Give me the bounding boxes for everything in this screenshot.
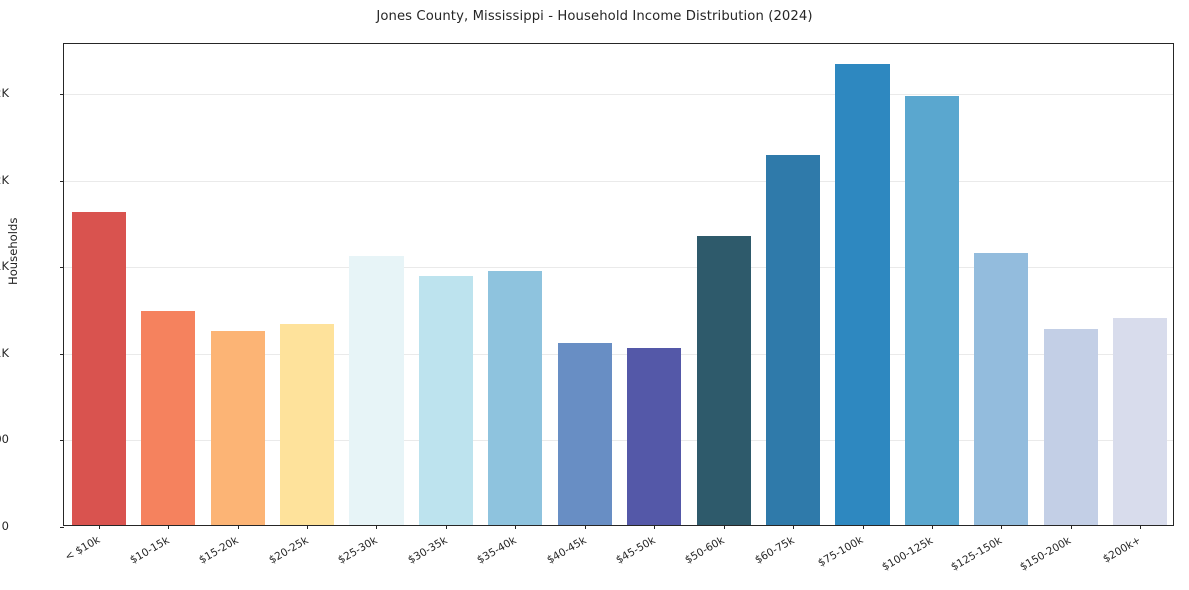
x-tick-mark (1140, 525, 1142, 529)
x-tick-label: $45-50k (613, 533, 658, 566)
x-tick-label: $100-125k (879, 534, 935, 573)
y-tick-label: 1K (0, 345, 9, 360)
x-tick-label: $200k+ (1100, 534, 1143, 566)
x-tick-mark (237, 525, 239, 529)
bar[interactable] (696, 236, 751, 525)
plot-inner (64, 44, 1173, 525)
y-tick-label: 2K (0, 86, 9, 101)
bar[interactable] (279, 323, 335, 525)
x-tick-label: $40-45k (544, 533, 589, 566)
gridline (64, 267, 1173, 269)
gridline (64, 440, 1173, 442)
gridline (64, 180, 1173, 182)
x-tick-mark (723, 525, 725, 529)
x-tick-label: $125-150k (949, 534, 1005, 573)
bar[interactable] (766, 154, 821, 525)
x-tick-mark (168, 525, 170, 529)
x-tick-label: < $10k (62, 533, 102, 564)
x-tick-label: $75-100k (816, 534, 866, 570)
y-tick-mark (60, 267, 64, 269)
y-tick-label: 0 (1, 519, 9, 533)
y-tick-mark (60, 94, 64, 96)
gridline (64, 353, 1173, 355)
x-tick-mark (98, 525, 100, 529)
y-tick-mark (60, 440, 64, 442)
bar[interactable] (557, 342, 612, 525)
chart-title: Jones County, Mississippi - Household In… (376, 9, 813, 24)
y-tick-mark (60, 353, 64, 355)
x-tick-mark (1070, 525, 1072, 529)
x-tick-mark (1001, 525, 1003, 529)
bar[interactable] (71, 212, 126, 525)
x-tick-mark (584, 525, 586, 529)
x-tick-label: $20-25k (266, 533, 311, 566)
bar[interactable] (835, 64, 890, 525)
x-tick-label: $25-30k (336, 533, 380, 566)
bar[interactable] (488, 271, 543, 525)
bar[interactable] (974, 253, 1029, 525)
y-tick-label: 1K (0, 259, 9, 274)
x-tick-label: $60-75k (752, 533, 797, 566)
x-tick-mark (793, 525, 795, 529)
gridline (64, 94, 1173, 96)
x-tick-label: $35-40k (475, 533, 519, 566)
bar[interactable] (904, 96, 960, 525)
y-tick-mark (60, 180, 64, 182)
x-tick-mark (376, 525, 378, 529)
x-tick-label: $15-20k (197, 533, 241, 566)
x-tick-label: $30-35k (405, 533, 450, 566)
x-tick-mark (654, 525, 656, 529)
bar[interactable] (418, 276, 473, 525)
x-tick-label: $10-15k (127, 533, 172, 566)
y-tick-mark (60, 527, 64, 528)
bar[interactable] (141, 310, 196, 525)
bar[interactable] (1113, 317, 1168, 525)
y-tick-label: 500 (0, 432, 9, 447)
bar[interactable] (627, 347, 682, 525)
x-tick-label: $150-200k (1018, 534, 1074, 573)
x-tick-mark (307, 525, 309, 529)
bar[interactable] (1043, 328, 1098, 525)
x-tick-mark (445, 525, 447, 529)
bar[interactable] (349, 256, 404, 525)
y-tick-label: 2K (0, 172, 9, 187)
x-tick-mark (931, 525, 933, 529)
plot-area (60, 43, 1174, 529)
bar[interactable] (210, 330, 265, 525)
x-tick-label: $50-60k (683, 533, 727, 566)
y-axis-label: Households (6, 217, 20, 285)
x-tick-mark (515, 525, 517, 529)
x-tick-mark (862, 525, 864, 529)
